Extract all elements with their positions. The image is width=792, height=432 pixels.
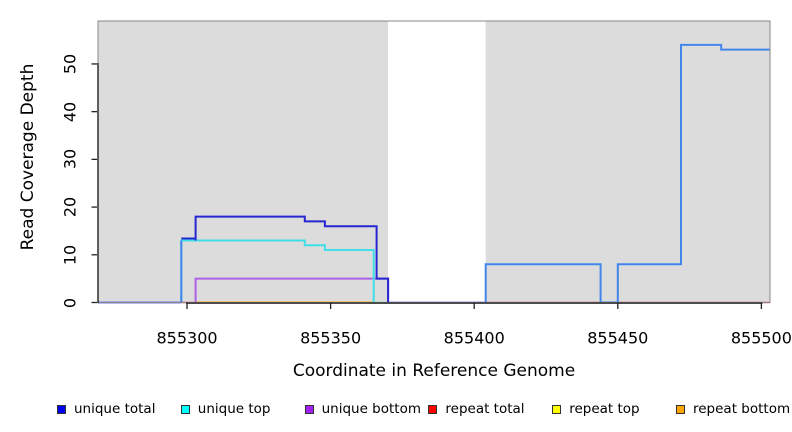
x-tick-label: 855450	[587, 328, 649, 348]
legend-item-unique-bottom: unique bottom	[304, 401, 422, 417]
x-tick-label: 855300	[156, 328, 218, 348]
legend-swatch	[428, 404, 438, 414]
legend-swatch	[57, 404, 66, 414]
legend-swatch	[304, 404, 314, 414]
x-tick-label: 855350	[300, 328, 362, 348]
legend-label: repeat total	[445, 401, 525, 417]
legend-item-unique-total: unique total	[57, 401, 155, 417]
unique-total-line	[194, 215, 390, 303]
total-top-blend-right	[484, 43, 770, 304]
y-tick-label: 20	[60, 196, 80, 218]
unique-top-line	[180, 239, 375, 303]
legend-label: repeat bottom	[693, 401, 791, 417]
legend-item-repeat-top: repeat top	[552, 401, 640, 417]
y-tick-label: 10	[60, 244, 80, 265]
legend-label: unique total	[74, 401, 156, 417]
y-tick-label: 30	[60, 149, 80, 170]
x-tick-label: 855500	[730, 328, 792, 348]
legend-swatch	[676, 404, 685, 414]
legend-item-repeat-total: repeat total	[428, 401, 525, 417]
y-tick-label: 0	[60, 297, 80, 308]
legend-label: unique bottom	[321, 401, 422, 417]
legend-item-unique-top: unique top	[180, 401, 271, 417]
x-tick-label: 855400	[443, 328, 505, 348]
y-axis-title: Read Coverage Depth	[18, 63, 38, 251]
legend-label: unique top	[197, 401, 271, 417]
x-axis-title: Coordinate in Reference Genome	[292, 361, 576, 381]
y-tick-label: 50	[60, 53, 80, 75]
legend-label: repeat top	[569, 401, 640, 417]
legend-swatch	[180, 404, 190, 414]
highlight-band	[388, 21, 486, 303]
y-tick-label: 40	[60, 101, 80, 122]
legend-item-repeat-bottom: repeat bottom	[676, 401, 790, 417]
legend-swatch	[552, 404, 562, 414]
